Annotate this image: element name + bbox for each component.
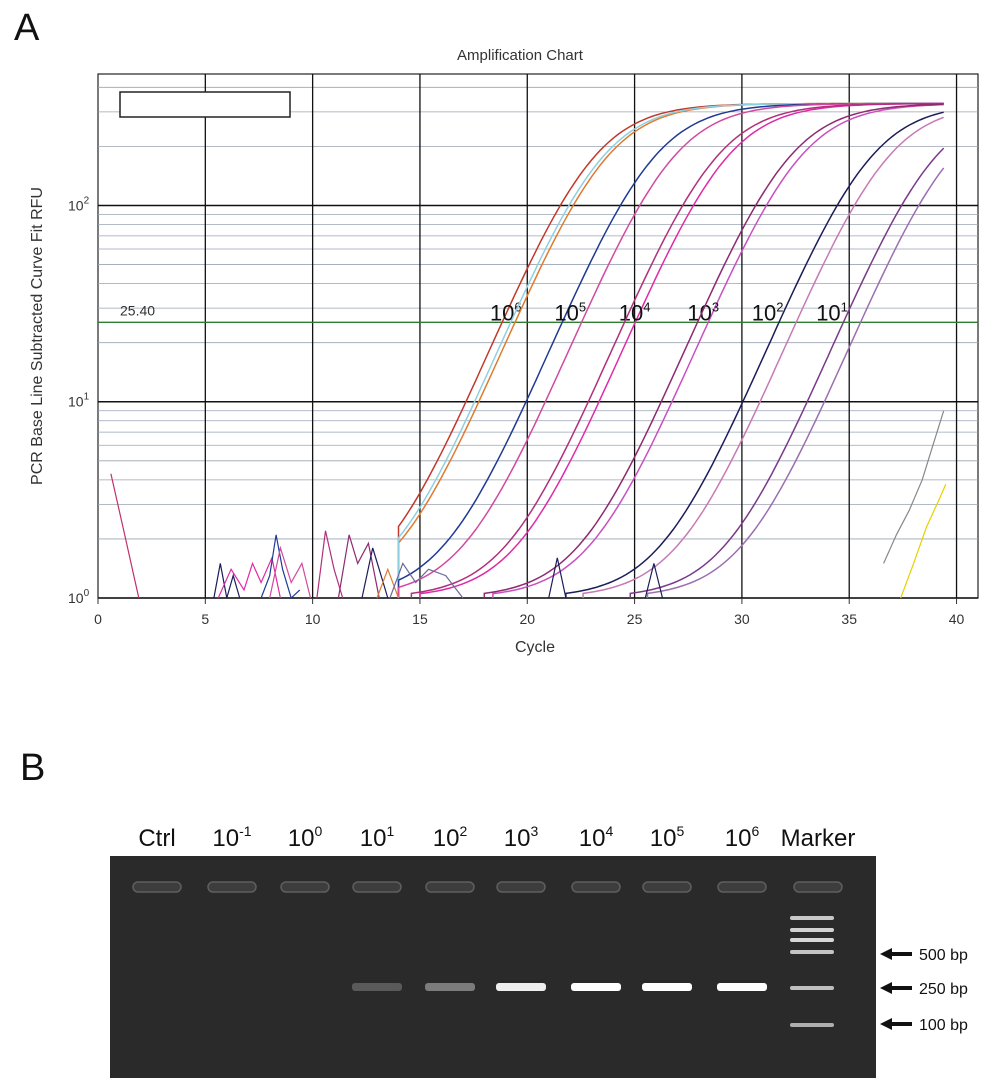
lane-label: 103 — [504, 823, 539, 852]
baseline-noise-trace — [110, 473, 140, 599]
x-tick-label: 25 — [627, 611, 643, 627]
lane-label: 104 — [579, 823, 614, 852]
lane-label: 10-1 — [212, 823, 251, 852]
concentration-label: 101 — [816, 299, 848, 325]
gel-well — [132, 881, 182, 893]
lane-label: 100 — [288, 823, 323, 852]
concentration-label: 105 — [554, 299, 586, 325]
marker-size-label: 500 bp — [919, 947, 968, 964]
pcr-band — [425, 983, 475, 991]
threshold-label: 25.40 — [120, 302, 155, 318]
x-tick-label: 40 — [949, 611, 965, 627]
ladder-band — [790, 1023, 834, 1027]
concentration-label: 103 — [687, 299, 719, 325]
marker-arrow-icon — [880, 982, 912, 994]
chart-title: Amplification Chart — [457, 47, 584, 64]
x-tick-label: 0 — [94, 611, 102, 627]
gel-well — [571, 881, 621, 893]
amplification-curve — [410, 102, 944, 598]
gel-well — [425, 881, 475, 893]
pcr-band — [496, 983, 546, 991]
gel-image — [110, 856, 876, 1078]
x-tick-label: 5 — [201, 611, 209, 627]
marker-size-label: 100 bp — [919, 1017, 968, 1034]
baseline-noise-trace — [361, 547, 389, 599]
x-tick-label: 10 — [305, 611, 321, 627]
ladder-band — [790, 928, 834, 932]
panel-a-letter: A — [14, 7, 40, 49]
ladder-band — [790, 950, 834, 954]
low-signal-curve — [883, 410, 945, 564]
marker-size-label: 250 bp — [919, 981, 968, 998]
y-tick-label: 100 — [68, 588, 90, 606]
gel-lane-labels: Ctrl 10-1 100 101 102 103 104 105 106 Marker — [138, 823, 855, 852]
x-tick-label: 30 — [734, 611, 750, 627]
gel-well — [642, 881, 692, 893]
concentration-label: 104 — [619, 299, 651, 325]
y-tick-label: 101 — [68, 392, 90, 410]
lane-label: Ctrl — [138, 825, 175, 852]
gel-well — [793, 881, 843, 893]
amplification-curve — [492, 103, 944, 598]
gel-well — [352, 881, 402, 893]
gel-well — [717, 881, 767, 893]
marker-arrow-icon — [880, 948, 912, 960]
lane-label: 105 — [650, 823, 685, 852]
x-tick-label: 35 — [841, 611, 857, 627]
low-signal-curve — [900, 483, 947, 599]
amplification-curve — [646, 167, 945, 598]
marker-arrow-icon — [880, 1018, 912, 1030]
amplification-curve — [582, 116, 944, 598]
lane-label: 101 — [360, 823, 395, 852]
y-axis-label: PCR Base Line Subtracted Curve Fit RFU — [29, 187, 46, 485]
baseline-noise-trace — [316, 530, 344, 599]
amplification-curve — [629, 147, 945, 598]
plot-frame — [97, 73, 979, 599]
gel-bands — [132, 881, 843, 1027]
baseline-noise-trace — [644, 563, 664, 599]
ladder-band — [790, 986, 834, 990]
gel-well — [207, 881, 257, 893]
legend-box — [119, 91, 291, 118]
baseline-noise-trace — [337, 534, 380, 599]
baseline-noise-trace — [389, 562, 464, 599]
concentration-label: 102 — [752, 299, 784, 325]
x-tick-label: 15 — [412, 611, 428, 627]
gel-well — [280, 881, 330, 893]
baseline-noise-trace — [548, 557, 567, 599]
ladder-band — [790, 916, 834, 920]
baseline-noise-trace — [269, 545, 312, 599]
pcr-band — [642, 983, 692, 991]
pcr-band — [352, 983, 402, 991]
amplification-curve — [397, 102, 944, 598]
gel-well — [496, 881, 546, 893]
pcr-band — [571, 983, 621, 991]
x-axis-label: Cycle — [515, 639, 555, 656]
ladder-band — [790, 938, 834, 942]
amplification-curve — [483, 103, 944, 598]
amplification-curve — [565, 111, 944, 598]
lane-label: 102 — [433, 823, 468, 852]
pcr-band — [717, 983, 767, 991]
baseline-noise-trace — [376, 567, 400, 599]
baseline-noise-trace — [213, 563, 241, 599]
panel-b-letter: B — [20, 747, 45, 789]
lane-label: 106 — [725, 823, 760, 852]
marker-size-labels: 500 bp 250 bp 100 bp — [880, 947, 968, 1034]
lane-label: Marker — [781, 825, 856, 852]
y-tick-label: 102 — [68, 195, 90, 213]
x-tick-label: 20 — [519, 611, 535, 627]
